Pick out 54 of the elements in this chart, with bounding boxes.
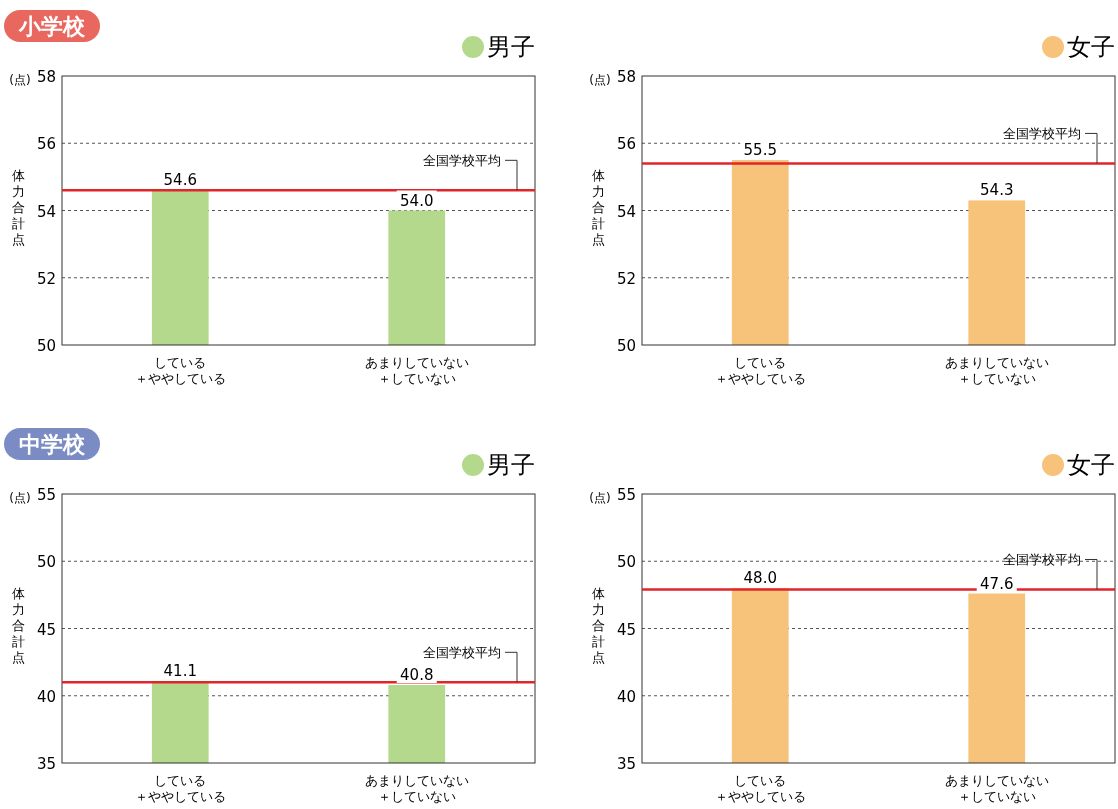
ref-line-label: 全国学校平均	[423, 153, 501, 169]
x-tick-label: している＋ややしている	[134, 355, 226, 386]
y-tick-label: 54	[36, 202, 56, 221]
legend-label: 男子	[487, 451, 535, 479]
text: (点)	[589, 491, 611, 505]
data-label: 40.8	[400, 665, 434, 684]
data-label: 47.6	[980, 574, 1014, 593]
ref-line-label: 全国学校平均	[1003, 552, 1081, 568]
data-label: 54.3	[980, 181, 1014, 200]
y-axis-title: 体力合計点	[591, 586, 605, 665]
data-label: 41.1	[163, 661, 197, 680]
x-tick-label: している＋ややしている	[714, 355, 806, 386]
text: (点)	[9, 73, 31, 87]
y-tick-label: 45	[36, 620, 56, 639]
y-tick-label: 56	[36, 135, 56, 154]
chart-title: 中学校	[19, 432, 86, 457]
y-tick-label: 35	[36, 755, 56, 773]
text: (点)	[9, 491, 31, 505]
y-axis-title: 体力合計点	[11, 168, 25, 247]
data-label: 55.5	[743, 141, 777, 160]
y-tick-label: 40	[616, 687, 636, 706]
y-tick-label: 50	[36, 553, 56, 572]
x-tick-label: あまりしていない＋していない	[944, 773, 1049, 804]
y-tick-label: 50	[36, 337, 56, 355]
text: (点)	[589, 73, 611, 87]
y-tick-label: 50	[616, 337, 636, 355]
x-tick-label: している＋ややしている	[134, 773, 226, 804]
y-tick-label: 55	[36, 486, 56, 504]
legend-label: 男子	[487, 33, 535, 61]
y-tick-label: 58	[616, 68, 636, 86]
y-axis-title: 体力合計点	[11, 586, 25, 665]
y-tick-label: 45	[616, 620, 636, 639]
y-tick-label: 35	[616, 755, 636, 773]
y-tick-label: 50	[616, 553, 636, 572]
ref-line-label: 全国学校平均	[1003, 126, 1081, 142]
legend-label: 女子	[1067, 451, 1115, 479]
y-axis-title: 体力合計点	[591, 168, 605, 247]
y-tick-label: 52	[616, 269, 636, 288]
ref-line-label: 全国学校平均	[423, 645, 501, 661]
data-label: 54.6	[163, 171, 197, 190]
y-tick-label: 58	[36, 68, 56, 86]
y-tick-label: 56	[616, 135, 636, 154]
y-tick-label: 54	[616, 202, 636, 221]
x-tick-label: あまりしていない＋していない	[944, 355, 1049, 386]
x-tick-label: あまりしていない＋していない	[364, 773, 469, 804]
x-tick-label: している＋ややしている	[714, 773, 806, 804]
y-tick-label: 40	[36, 687, 56, 706]
data-label: 48.0	[743, 569, 777, 588]
legend-label: 女子	[1067, 33, 1115, 61]
data-label: 54.0	[400, 191, 434, 210]
y-tick-label: 52	[36, 269, 56, 288]
chart-title: 小学校	[18, 14, 86, 39]
x-tick-label: あまりしていない＋していない	[364, 355, 469, 386]
y-tick-label: 55	[616, 486, 636, 504]
